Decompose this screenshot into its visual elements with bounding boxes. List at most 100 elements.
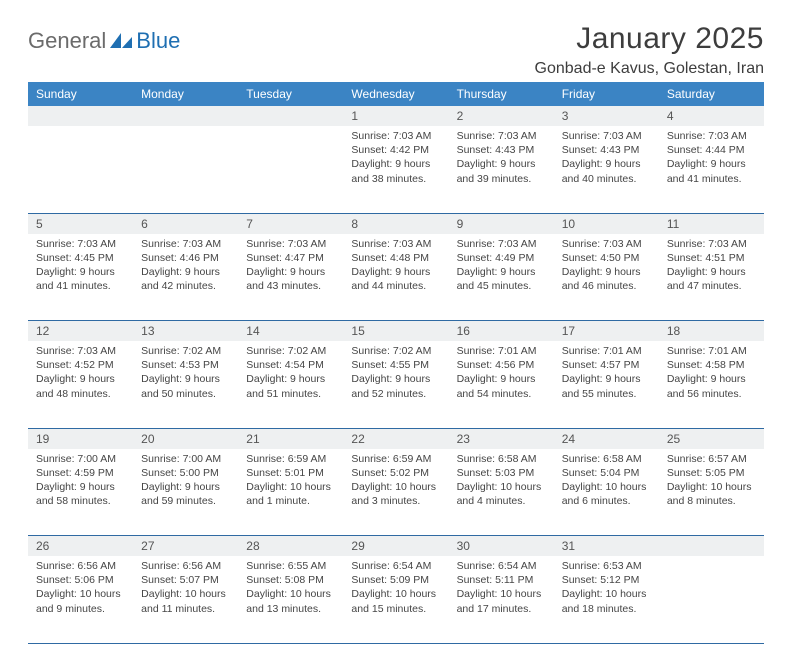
day-detail: Sunrise: 6:58 AMSunset: 5:03 PMDaylight:… (449, 449, 554, 514)
day-number (659, 536, 764, 557)
day-cell: Sunrise: 6:56 AMSunset: 5:06 PMDaylight:… (28, 556, 133, 643)
daylight-line: Daylight: 9 hours and 48 minutes. (36, 372, 125, 400)
day-number-row: 1234 (28, 106, 764, 126)
logo: General Blue (28, 22, 180, 54)
sunrise-line: Sunrise: 7:03 AM (246, 237, 335, 251)
day-detail: Sunrise: 7:02 AMSunset: 4:53 PMDaylight:… (133, 341, 238, 406)
day-detail: Sunrise: 7:03 AMSunset: 4:47 PMDaylight:… (238, 234, 343, 299)
sunset-line: Sunset: 4:59 PM (36, 466, 125, 480)
sunrise-line: Sunrise: 7:00 AM (36, 452, 125, 466)
day-detail: Sunrise: 7:03 AMSunset: 4:42 PMDaylight:… (343, 126, 448, 191)
sunset-line: Sunset: 5:08 PM (246, 573, 335, 587)
day-number: 12 (28, 321, 133, 342)
sunset-line: Sunset: 4:50 PM (562, 251, 651, 265)
day-number: 26 (28, 536, 133, 557)
sunrise-line: Sunrise: 7:03 AM (562, 129, 651, 143)
day-cell (28, 126, 133, 213)
sunset-line: Sunset: 5:06 PM (36, 573, 125, 587)
day-number: 23 (449, 428, 554, 449)
day-cell: Sunrise: 6:59 AMSunset: 5:02 PMDaylight:… (343, 449, 448, 536)
day-number: 30 (449, 536, 554, 557)
day-number (28, 106, 133, 126)
sunset-line: Sunset: 5:07 PM (141, 573, 230, 587)
weekday-header: Thursday (449, 82, 554, 106)
day-number: 3 (554, 106, 659, 126)
sunrise-line: Sunrise: 7:03 AM (667, 129, 756, 143)
week-row: Sunrise: 7:03 AMSunset: 4:45 PMDaylight:… (28, 234, 764, 321)
day-detail: Sunrise: 7:03 AMSunset: 4:45 PMDaylight:… (28, 234, 133, 299)
day-cell: Sunrise: 6:53 AMSunset: 5:12 PMDaylight:… (554, 556, 659, 643)
sunset-line: Sunset: 4:46 PM (141, 251, 230, 265)
day-detail: Sunrise: 7:03 AMSunset: 4:48 PMDaylight:… (343, 234, 448, 299)
daylight-line: Daylight: 9 hours and 43 minutes. (246, 265, 335, 293)
day-number: 6 (133, 213, 238, 234)
day-number-row: 567891011 (28, 213, 764, 234)
sunset-line: Sunset: 5:09 PM (351, 573, 440, 587)
day-number: 9 (449, 213, 554, 234)
day-cell: Sunrise: 7:01 AMSunset: 4:57 PMDaylight:… (554, 341, 659, 428)
day-detail: Sunrise: 7:01 AMSunset: 4:58 PMDaylight:… (659, 341, 764, 406)
day-detail: Sunrise: 6:56 AMSunset: 5:06 PMDaylight:… (28, 556, 133, 621)
day-cell: Sunrise: 7:02 AMSunset: 4:53 PMDaylight:… (133, 341, 238, 428)
day-cell: Sunrise: 6:58 AMSunset: 5:03 PMDaylight:… (449, 449, 554, 536)
sunrise-line: Sunrise: 6:59 AM (351, 452, 440, 466)
day-cell: Sunrise: 6:55 AMSunset: 5:08 PMDaylight:… (238, 556, 343, 643)
sunrise-line: Sunrise: 7:02 AM (351, 344, 440, 358)
day-number-row: 262728293031 (28, 536, 764, 557)
daylight-line: Daylight: 9 hours and 58 minutes. (36, 480, 125, 508)
sunrise-line: Sunrise: 7:03 AM (457, 129, 546, 143)
day-cell: Sunrise: 7:03 AMSunset: 4:43 PMDaylight:… (554, 126, 659, 213)
sunset-line: Sunset: 5:11 PM (457, 573, 546, 587)
day-detail: Sunrise: 7:02 AMSunset: 4:54 PMDaylight:… (238, 341, 343, 406)
daylight-line: Daylight: 9 hours and 52 minutes. (351, 372, 440, 400)
day-number: 4 (659, 106, 764, 126)
day-number: 25 (659, 428, 764, 449)
daylight-line: Daylight: 9 hours and 46 minutes. (562, 265, 651, 293)
day-number: 20 (133, 428, 238, 449)
daylight-line: Daylight: 9 hours and 54 minutes. (457, 372, 546, 400)
day-number: 22 (343, 428, 448, 449)
day-cell: Sunrise: 7:02 AMSunset: 4:55 PMDaylight:… (343, 341, 448, 428)
daylight-line: Daylight: 9 hours and 45 minutes. (457, 265, 546, 293)
weekday-header: Wednesday (343, 82, 448, 106)
weekday-header: Saturday (659, 82, 764, 106)
day-detail: Sunrise: 6:53 AMSunset: 5:12 PMDaylight:… (554, 556, 659, 621)
day-number: 27 (133, 536, 238, 557)
weekday-header: Tuesday (238, 82, 343, 106)
week-row: Sunrise: 7:03 AMSunset: 4:52 PMDaylight:… (28, 341, 764, 428)
sunrise-line: Sunrise: 7:00 AM (141, 452, 230, 466)
day-cell: Sunrise: 7:03 AMSunset: 4:42 PMDaylight:… (343, 126, 448, 213)
day-number: 13 (133, 321, 238, 342)
sunrise-line: Sunrise: 7:03 AM (36, 344, 125, 358)
weekday-header: Monday (133, 82, 238, 106)
sunrise-line: Sunrise: 7:03 AM (667, 237, 756, 251)
day-detail: Sunrise: 6:59 AMSunset: 5:01 PMDaylight:… (238, 449, 343, 514)
page-title: January 2025 (535, 22, 764, 56)
weekday-header: Sunday (28, 82, 133, 106)
day-cell: Sunrise: 7:03 AMSunset: 4:44 PMDaylight:… (659, 126, 764, 213)
logo-word2: Blue (136, 28, 180, 54)
sunset-line: Sunset: 4:58 PM (667, 358, 756, 372)
daylight-line: Daylight: 10 hours and 4 minutes. (457, 480, 546, 508)
sunset-line: Sunset: 4:42 PM (351, 143, 440, 157)
daylight-line: Daylight: 9 hours and 59 minutes. (141, 480, 230, 508)
daylight-line: Daylight: 10 hours and 3 minutes. (351, 480, 440, 508)
day-cell: Sunrise: 7:03 AMSunset: 4:48 PMDaylight:… (343, 234, 448, 321)
daylight-line: Daylight: 9 hours and 42 minutes. (141, 265, 230, 293)
sunrise-line: Sunrise: 7:02 AM (141, 344, 230, 358)
sunset-line: Sunset: 4:43 PM (457, 143, 546, 157)
sunset-line: Sunset: 5:02 PM (351, 466, 440, 480)
day-number: 24 (554, 428, 659, 449)
day-cell: Sunrise: 7:03 AMSunset: 4:52 PMDaylight:… (28, 341, 133, 428)
day-cell: Sunrise: 6:58 AMSunset: 5:04 PMDaylight:… (554, 449, 659, 536)
day-number: 18 (659, 321, 764, 342)
sunrise-line: Sunrise: 6:56 AM (36, 559, 125, 573)
logo-word1: General (28, 28, 106, 54)
day-cell: Sunrise: 7:00 AMSunset: 4:59 PMDaylight:… (28, 449, 133, 536)
day-number: 1 (343, 106, 448, 126)
week-row: Sunrise: 7:00 AMSunset: 4:59 PMDaylight:… (28, 449, 764, 536)
day-cell: Sunrise: 7:03 AMSunset: 4:51 PMDaylight:… (659, 234, 764, 321)
day-cell: Sunrise: 6:57 AMSunset: 5:05 PMDaylight:… (659, 449, 764, 536)
day-detail: Sunrise: 7:02 AMSunset: 4:55 PMDaylight:… (343, 341, 448, 406)
day-number: 16 (449, 321, 554, 342)
